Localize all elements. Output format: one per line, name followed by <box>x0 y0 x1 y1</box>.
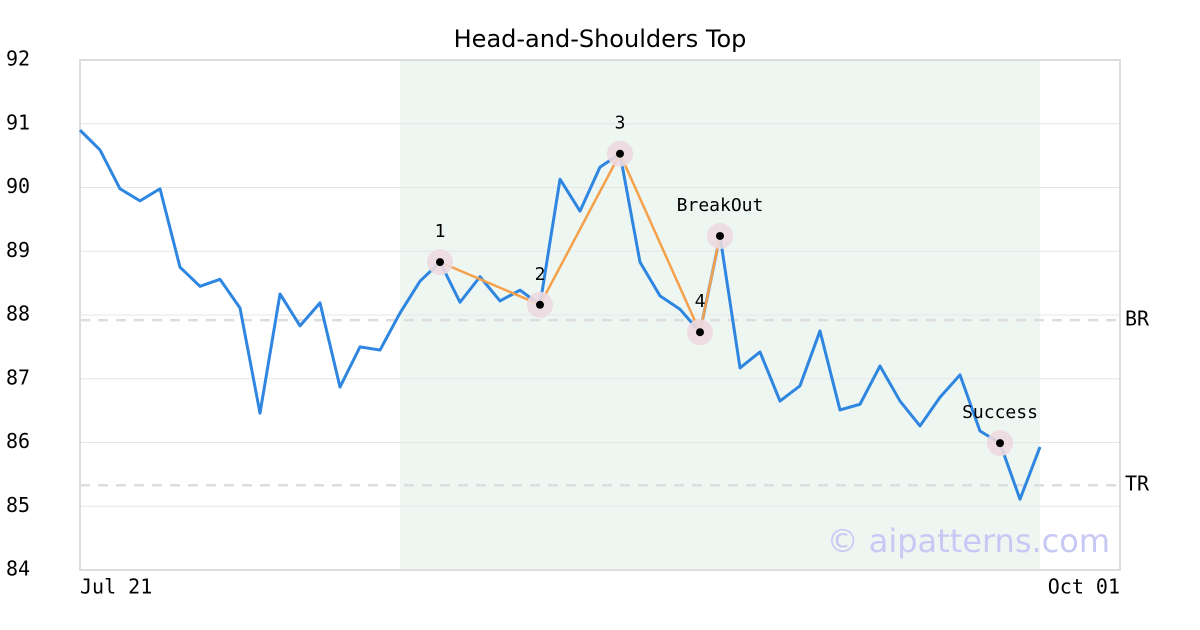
x-tick-label: Jul 21 <box>80 575 152 599</box>
y-tick-label: 92 <box>6 47 30 71</box>
y-tick-label: 84 <box>6 557 30 581</box>
pattern-point <box>616 149 624 158</box>
watermark: © aipatterns.com <box>827 522 1110 560</box>
pattern-point <box>996 439 1004 448</box>
y-tick-label: 86 <box>6 429 30 453</box>
point-label: 3 <box>615 113 626 134</box>
y-tick-label: 90 <box>6 174 30 198</box>
chart-title: Head-and-Shoulders Top <box>454 25 747 53</box>
plot-frame <box>79 59 1121 571</box>
point-label: 1 <box>435 221 446 242</box>
y-tick-label: 87 <box>6 365 30 389</box>
level-label: BR <box>1125 307 1150 331</box>
point-label: BreakOut <box>677 195 764 216</box>
pattern-point <box>536 300 544 309</box>
point-label: 4 <box>695 291 706 312</box>
price-line <box>78 129 1042 501</box>
point-label: 2 <box>535 264 546 285</box>
y-tick-label: 91 <box>6 110 30 134</box>
pattern-point <box>436 258 444 267</box>
y-tick-label: 89 <box>6 238 30 262</box>
pattern-point <box>716 231 724 240</box>
x-tick-label: Oct 01 <box>1048 575 1120 599</box>
pattern-point <box>696 328 704 337</box>
point-label: Success <box>962 402 1038 423</box>
y-tick-label: 88 <box>6 302 30 326</box>
level-label: TR <box>1125 472 1150 496</box>
y-tick-label: 85 <box>6 493 30 517</box>
